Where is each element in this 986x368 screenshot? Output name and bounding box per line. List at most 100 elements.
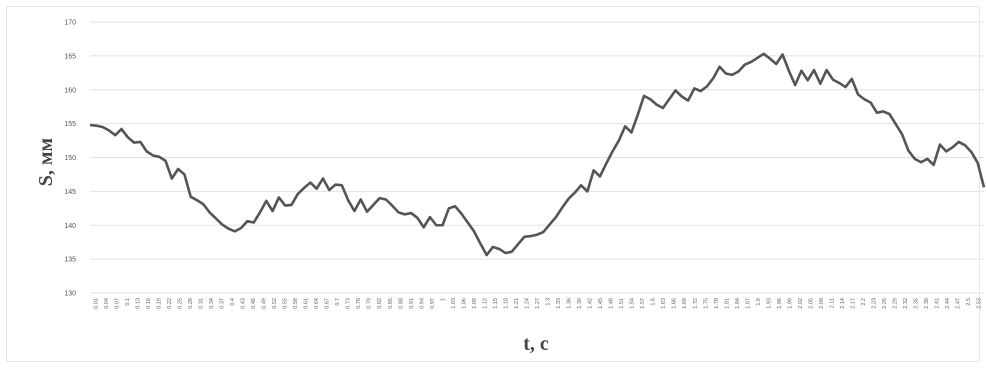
x-tick-label: 1.33	[556, 298, 562, 309]
x-tick-label: 0.76	[356, 298, 362, 309]
x-tick-label: 0.85	[388, 298, 394, 309]
x-tick-label: 2.08	[819, 298, 825, 309]
x-tick-label: 1.15	[493, 298, 499, 309]
series-line	[89, 52, 986, 257]
x-tick-label: 1.45	[598, 298, 604, 309]
y-axis-ticks: 130 135 140 145 150 155 160 165 170	[64, 20, 76, 298]
x-tick-label: 0.79	[367, 298, 373, 309]
x-tick-label: 1.06	[461, 298, 467, 309]
x-tick-label: 1.51	[619, 298, 625, 309]
x-tick-label: 1.84	[735, 298, 741, 309]
y-tick-label: 165	[64, 53, 76, 60]
x-tick-label: 0.7	[335, 298, 341, 306]
x-tick-label: 2.38	[924, 298, 930, 309]
x-tick-label: 2.26	[882, 298, 888, 309]
x-tick-label: 1.57	[640, 298, 646, 309]
x-tick-label: 1.9	[756, 298, 762, 306]
x-tick-label: 0.55	[283, 298, 289, 309]
x-tick-label: 1.63	[661, 298, 667, 309]
x-tick-label: 0.43	[241, 298, 247, 309]
x-tick-label: 0.52	[272, 298, 278, 309]
y-tick-label: 160	[64, 87, 76, 94]
x-tick-label: 1.3	[546, 298, 552, 306]
x-tick-label: 2.32	[903, 298, 909, 309]
x-axis-label: t, с	[523, 333, 549, 355]
x-tick-label: 0.31	[198, 298, 204, 309]
x-tick-label: 2.53	[977, 298, 983, 309]
x-tick-label: 0.22	[167, 298, 173, 309]
x-tick-label: 0.1	[125, 298, 131, 306]
y-tick-label: 145	[64, 189, 76, 196]
y-tick-label: 170	[64, 20, 76, 27]
x-tick-label: 1.6	[651, 298, 657, 306]
y-tick-label: 140	[64, 223, 76, 230]
x-tick-label: 0.73	[346, 298, 352, 309]
y-tick-label: 155	[64, 121, 76, 128]
x-tick-label: 0.13	[135, 298, 141, 309]
x-tick-label: 0.04	[104, 298, 110, 309]
x-tick-label: 1.75	[703, 298, 709, 309]
x-tick-label: 1.12	[482, 298, 488, 309]
x-tick-label: 1.93	[766, 298, 772, 309]
chart-frame	[6, 6, 980, 362]
x-tick-label: 1.09	[472, 298, 478, 309]
x-tick-label: 0.64	[314, 298, 320, 309]
x-tick-label: 2.02	[798, 298, 804, 309]
x-tick-label: 2.47	[956, 298, 962, 309]
x-tick-label: 1.03	[451, 298, 457, 309]
x-tick-label: 2.17	[851, 298, 857, 309]
x-tick-label: 1.39	[577, 298, 583, 309]
x-tick-label: 0.37	[219, 298, 225, 309]
x-tick-label: 0.25	[177, 298, 183, 309]
x-tick-label: 1.66	[672, 298, 678, 309]
x-tick-label: 0.07	[114, 298, 120, 309]
x-tick-label: 1.36	[567, 298, 573, 309]
x-tick-label: 0.19	[156, 298, 162, 309]
x-tick-label: 2.44	[945, 298, 951, 309]
x-tick-label: 0.58	[293, 298, 299, 309]
x-tick-label: 1.99	[787, 298, 793, 309]
x-tick-label: 2.29	[893, 298, 899, 309]
x-tick-label: 1.21	[514, 298, 520, 309]
x-tick-label: 0.49	[262, 298, 268, 309]
x-tick-label: 0.61	[304, 298, 310, 309]
x-tick-label: 0.34	[209, 298, 215, 309]
y-tick-label: 130	[64, 291, 76, 298]
x-tick-label: 2.11	[829, 298, 835, 308]
x-tick-label: 1.48	[609, 298, 615, 309]
x-tick-label: 0.67	[325, 298, 331, 309]
y-tick-label: 135	[64, 257, 76, 264]
x-tick-label: 0.94	[419, 298, 425, 309]
y-tick-label: 150	[64, 155, 76, 162]
x-tick-label: 2.35	[914, 298, 920, 309]
x-tick-label: 2.23	[872, 298, 878, 309]
x-tick-label: 1	[440, 298, 446, 301]
x-tick-label: 2.14	[840, 298, 846, 309]
x-tick-label: 1.18	[503, 298, 509, 309]
x-tick-label: 0.97	[430, 298, 436, 309]
x-tick-label: 1.69	[682, 298, 688, 309]
x-tick-label: 1.96	[777, 298, 783, 309]
x-tick-label: 0.46	[251, 298, 257, 309]
x-tick-label: 0.82	[377, 298, 383, 309]
x-tick-label: 2.41	[935, 298, 941, 309]
x-tick-label: 0.16	[146, 298, 152, 309]
x-tick-label: 1.54	[630, 298, 636, 309]
x-tick-label: 1.42	[588, 298, 594, 309]
x-tick-label: 1.27	[535, 298, 541, 309]
y-axis-label: S, мм	[35, 138, 57, 186]
x-tick-label: 1.81	[724, 298, 730, 309]
x-tick-label: 1.78	[714, 298, 720, 309]
x-tick-label: 0.4	[230, 298, 236, 306]
x-tick-label: 1.24	[524, 298, 530, 309]
x-tick-label: 0.88	[398, 298, 404, 309]
gridlines	[90, 21, 984, 294]
x-tick-label: 2.05	[808, 298, 814, 309]
x-tick-label: 0.01	[93, 298, 99, 309]
x-axis-ticks: 0.01 0.04 0.07 0.1 0.13 0.16 0.19 0.22 0.25 0.28 0…	[93, 298, 982, 309]
x-tick-label: 1.72	[693, 298, 699, 309]
x-tick-label: 2.5	[966, 298, 972, 306]
x-tick-label: 0.28	[188, 298, 194, 309]
